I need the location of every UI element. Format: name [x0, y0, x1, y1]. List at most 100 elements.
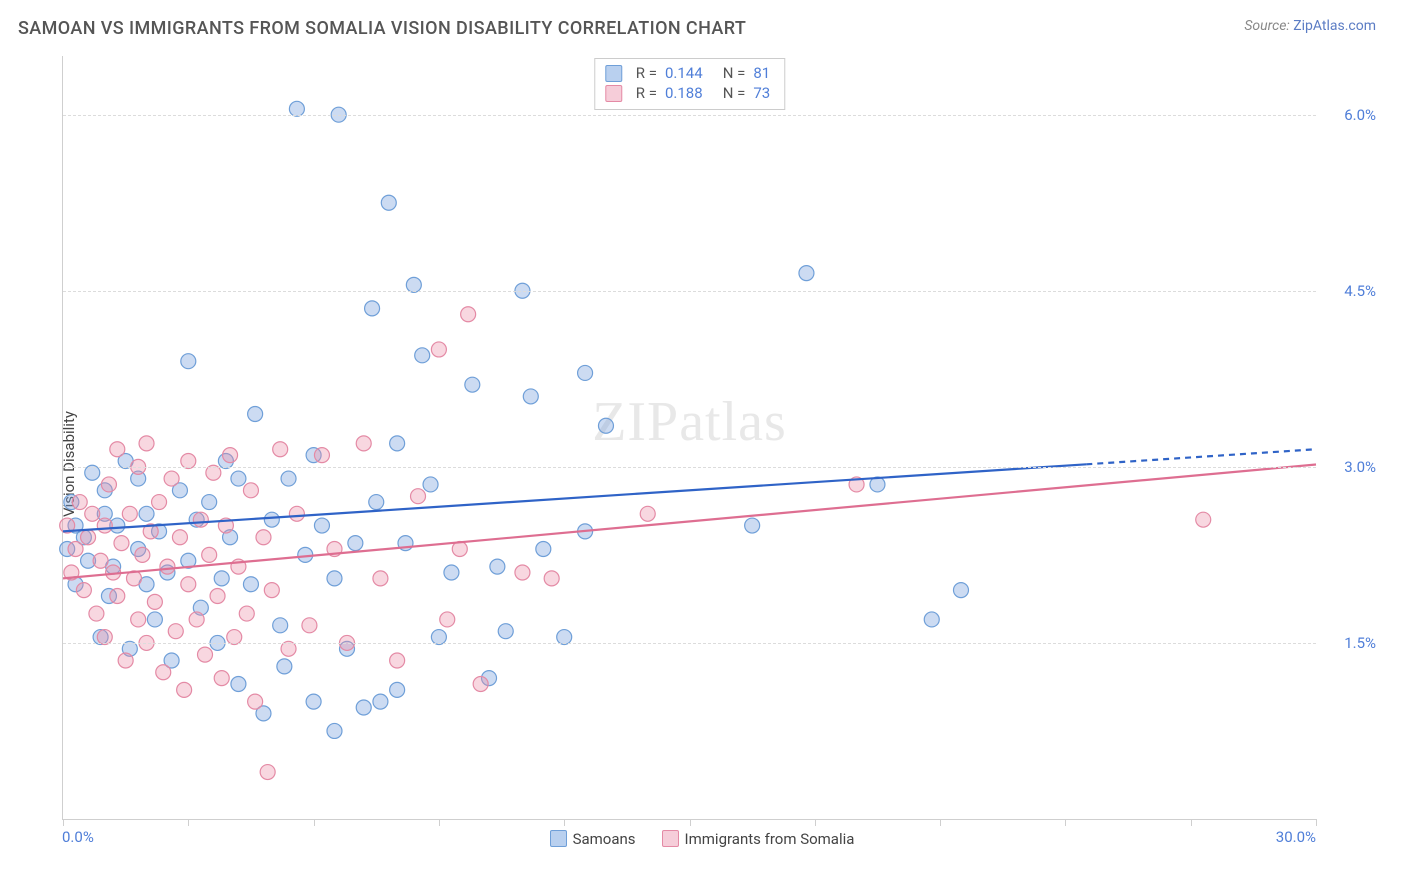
- data-point: [390, 653, 405, 668]
- chart-container: Vision Disability ZIPatlas 1.5%3.0%4.5%6…: [18, 56, 1386, 872]
- data-point: [139, 506, 154, 521]
- data-point: [264, 583, 279, 598]
- data-point: [89, 606, 104, 621]
- legend-swatch: [605, 65, 622, 82]
- gridline: [63, 643, 1316, 644]
- data-point: [356, 436, 371, 451]
- data-point: [415, 348, 430, 363]
- n-value: 81: [753, 64, 770, 82]
- scatter-svg: [63, 56, 1316, 819]
- data-point: [139, 436, 154, 451]
- data-point: [302, 618, 317, 633]
- data-point: [640, 506, 655, 521]
- data-point: [369, 495, 384, 510]
- legend-item: Immigrants from Somalia: [662, 830, 855, 848]
- data-point: [172, 530, 187, 545]
- data-point: [281, 471, 296, 486]
- data-point: [110, 442, 125, 457]
- data-point: [431, 342, 446, 357]
- n-value: 73: [753, 84, 770, 102]
- data-point: [214, 571, 229, 586]
- y-tick-label: 1.5%: [1320, 634, 1376, 652]
- data-point: [365, 301, 380, 316]
- data-point: [306, 694, 321, 709]
- legend-label: Samoans: [573, 830, 636, 848]
- data-point: [390, 436, 405, 451]
- data-point: [327, 571, 342, 586]
- data-point: [101, 477, 116, 492]
- data-point: [273, 618, 288, 633]
- data-point: [181, 354, 196, 369]
- source-link[interactable]: ZipAtlas.com: [1293, 18, 1376, 34]
- x-tick: [63, 819, 64, 826]
- header: SAMOAN VS IMMIGRANTS FROM SOMALIA VISION…: [0, 0, 1406, 47]
- x-tick: [314, 819, 315, 826]
- data-point: [231, 471, 246, 486]
- data-point: [248, 407, 263, 422]
- data-point: [81, 530, 96, 545]
- x-tick: [940, 819, 941, 826]
- data-point: [189, 612, 204, 627]
- chart-title: SAMOAN VS IMMIGRANTS FROM SOMALIA VISION…: [18, 18, 746, 39]
- legend-item: Samoans: [550, 830, 636, 848]
- data-point: [578, 365, 593, 380]
- data-point: [327, 723, 342, 738]
- data-point: [799, 266, 814, 281]
- data-point: [314, 448, 329, 463]
- data-point: [177, 682, 192, 697]
- data-point: [536, 542, 551, 557]
- data-point: [373, 571, 388, 586]
- data-point: [243, 577, 258, 592]
- y-tick-label: 6.0%: [1320, 106, 1376, 124]
- data-point: [231, 677, 246, 692]
- correlation-legend-row: R = 0.144 N = 81: [605, 63, 770, 83]
- x-tick: [564, 819, 565, 826]
- data-point: [239, 606, 254, 621]
- x-tick: [1191, 819, 1192, 826]
- data-point: [1196, 512, 1211, 527]
- data-point: [135, 547, 150, 562]
- data-point: [544, 571, 559, 586]
- gridline: [63, 291, 1316, 292]
- data-point: [745, 518, 760, 533]
- data-point: [598, 418, 613, 433]
- data-point: [277, 659, 292, 674]
- gridline: [63, 115, 1316, 116]
- data-point: [411, 489, 426, 504]
- correlation-legend-row: R = 0.188 N = 73: [605, 83, 770, 103]
- data-point: [181, 577, 196, 592]
- y-tick-label: 3.0%: [1320, 458, 1376, 476]
- data-point: [260, 765, 275, 780]
- data-point: [473, 677, 488, 692]
- source-label: Source: ZipAtlas.com: [1244, 18, 1376, 34]
- legend-swatch: [550, 830, 567, 847]
- trend-line-dashed: [1086, 449, 1316, 464]
- data-point: [423, 477, 438, 492]
- data-point: [498, 624, 513, 639]
- data-point: [72, 495, 87, 510]
- data-point: [356, 700, 371, 715]
- data-point: [461, 307, 476, 322]
- data-point: [440, 612, 455, 627]
- r-value: 0.188: [665, 84, 711, 102]
- data-point: [160, 559, 175, 574]
- data-point: [243, 483, 258, 498]
- data-point: [373, 694, 388, 709]
- data-point: [390, 682, 405, 697]
- data-point: [93, 553, 108, 568]
- data-point: [924, 612, 939, 627]
- x-tick: [815, 819, 816, 826]
- data-point: [156, 665, 171, 680]
- data-point: [214, 671, 229, 686]
- x-tick: [439, 819, 440, 826]
- data-point: [210, 588, 225, 603]
- data-point: [193, 512, 208, 527]
- data-point: [152, 495, 167, 510]
- plot-area: ZIPatlas 1.5%3.0%4.5%6.0%R = 0.144 N = 8…: [62, 56, 1316, 820]
- data-point: [202, 547, 217, 562]
- data-point: [953, 583, 968, 598]
- trend-line: [63, 464, 1316, 578]
- data-point: [223, 448, 238, 463]
- correlation-legend: R = 0.144 N = 81R = 0.188 N = 73: [594, 58, 785, 110]
- data-point: [264, 512, 279, 527]
